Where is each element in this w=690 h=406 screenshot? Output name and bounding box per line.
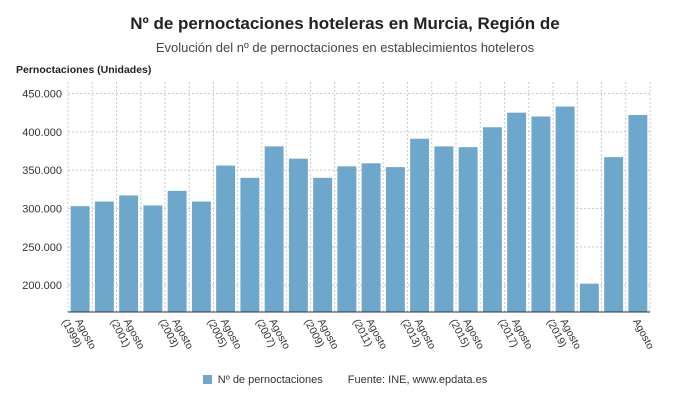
bar xyxy=(191,201,211,312)
bar xyxy=(240,177,260,312)
x-tick-label: Agosto(2015) xyxy=(447,311,486,357)
x-tick-label: Agosto(2007) xyxy=(253,311,292,357)
y-tick-label: 200.000 xyxy=(22,280,62,292)
x-tick-label: Agosto(2017) xyxy=(496,311,535,357)
bar xyxy=(531,116,551,312)
bar xyxy=(482,127,502,312)
bar xyxy=(604,157,624,312)
bar xyxy=(288,158,308,312)
bar xyxy=(410,138,430,312)
y-tick-label: 350.000 xyxy=(22,165,62,177)
bar xyxy=(337,166,357,312)
bar xyxy=(507,112,527,313)
x-tick-label: Agosto(1999) xyxy=(59,311,98,357)
y-axis-ticks: 200.000 250.000 300.000 350.000 400.000 450.0… xyxy=(22,89,62,293)
y-tick-label: 300.000 xyxy=(22,204,62,216)
bar xyxy=(628,114,648,312)
y-tick-label: 250.000 xyxy=(22,242,62,254)
chart-subtitle: Evolución del nº de pernoctaciones en es… xyxy=(155,40,535,55)
x-tick-label: Agosto xyxy=(630,317,656,352)
legend: Nº de pernoctaciones Fuente: INE, www.ep… xyxy=(0,374,690,386)
bar xyxy=(385,167,405,312)
legend-swatch xyxy=(202,375,212,384)
y-axis-label: Pernoctaciones (Unidades) xyxy=(16,64,151,76)
bar xyxy=(458,147,478,312)
x-tick-label: Agosto(2009) xyxy=(302,311,341,357)
x-tick-label: Agosto(2013) xyxy=(399,311,438,357)
x-tick-label: Agosto(2011) xyxy=(350,311,389,357)
bar xyxy=(361,163,381,312)
source-note: Fuente: INE, www.epdata.es xyxy=(347,374,488,386)
x-tick-label: Agosto(2005) xyxy=(205,311,244,357)
bar xyxy=(579,283,599,312)
x-tick-label: Agosto(2019) xyxy=(544,311,583,357)
bar xyxy=(313,177,333,312)
x-tick-label: Agosto(2001) xyxy=(108,311,147,357)
gridlines xyxy=(67,82,651,312)
bar xyxy=(167,190,187,312)
bar xyxy=(555,106,575,313)
bar xyxy=(216,165,236,312)
y-tick-label: 400.000 xyxy=(22,127,62,139)
bar xyxy=(70,206,90,312)
chart-title: Nº de pernoctaciones hoteleras en Murcia… xyxy=(130,14,560,33)
bars xyxy=(70,106,648,313)
bar xyxy=(143,205,163,312)
x-axis-ticks: Agosto(1999) Agosto(2001) Agosto(2003) Agos… xyxy=(59,311,656,357)
bar xyxy=(434,146,454,312)
bar xyxy=(94,201,114,312)
bar-chart: Pernoctaciones (Unidades) 200.000 250.000… xyxy=(16,64,656,357)
x-tick-label: Agosto(2003) xyxy=(156,311,195,357)
bar xyxy=(119,195,139,312)
legend-label: Nº de pernoctaciones xyxy=(217,374,323,386)
y-tick-label: 450.000 xyxy=(22,89,62,101)
bar xyxy=(264,146,284,312)
